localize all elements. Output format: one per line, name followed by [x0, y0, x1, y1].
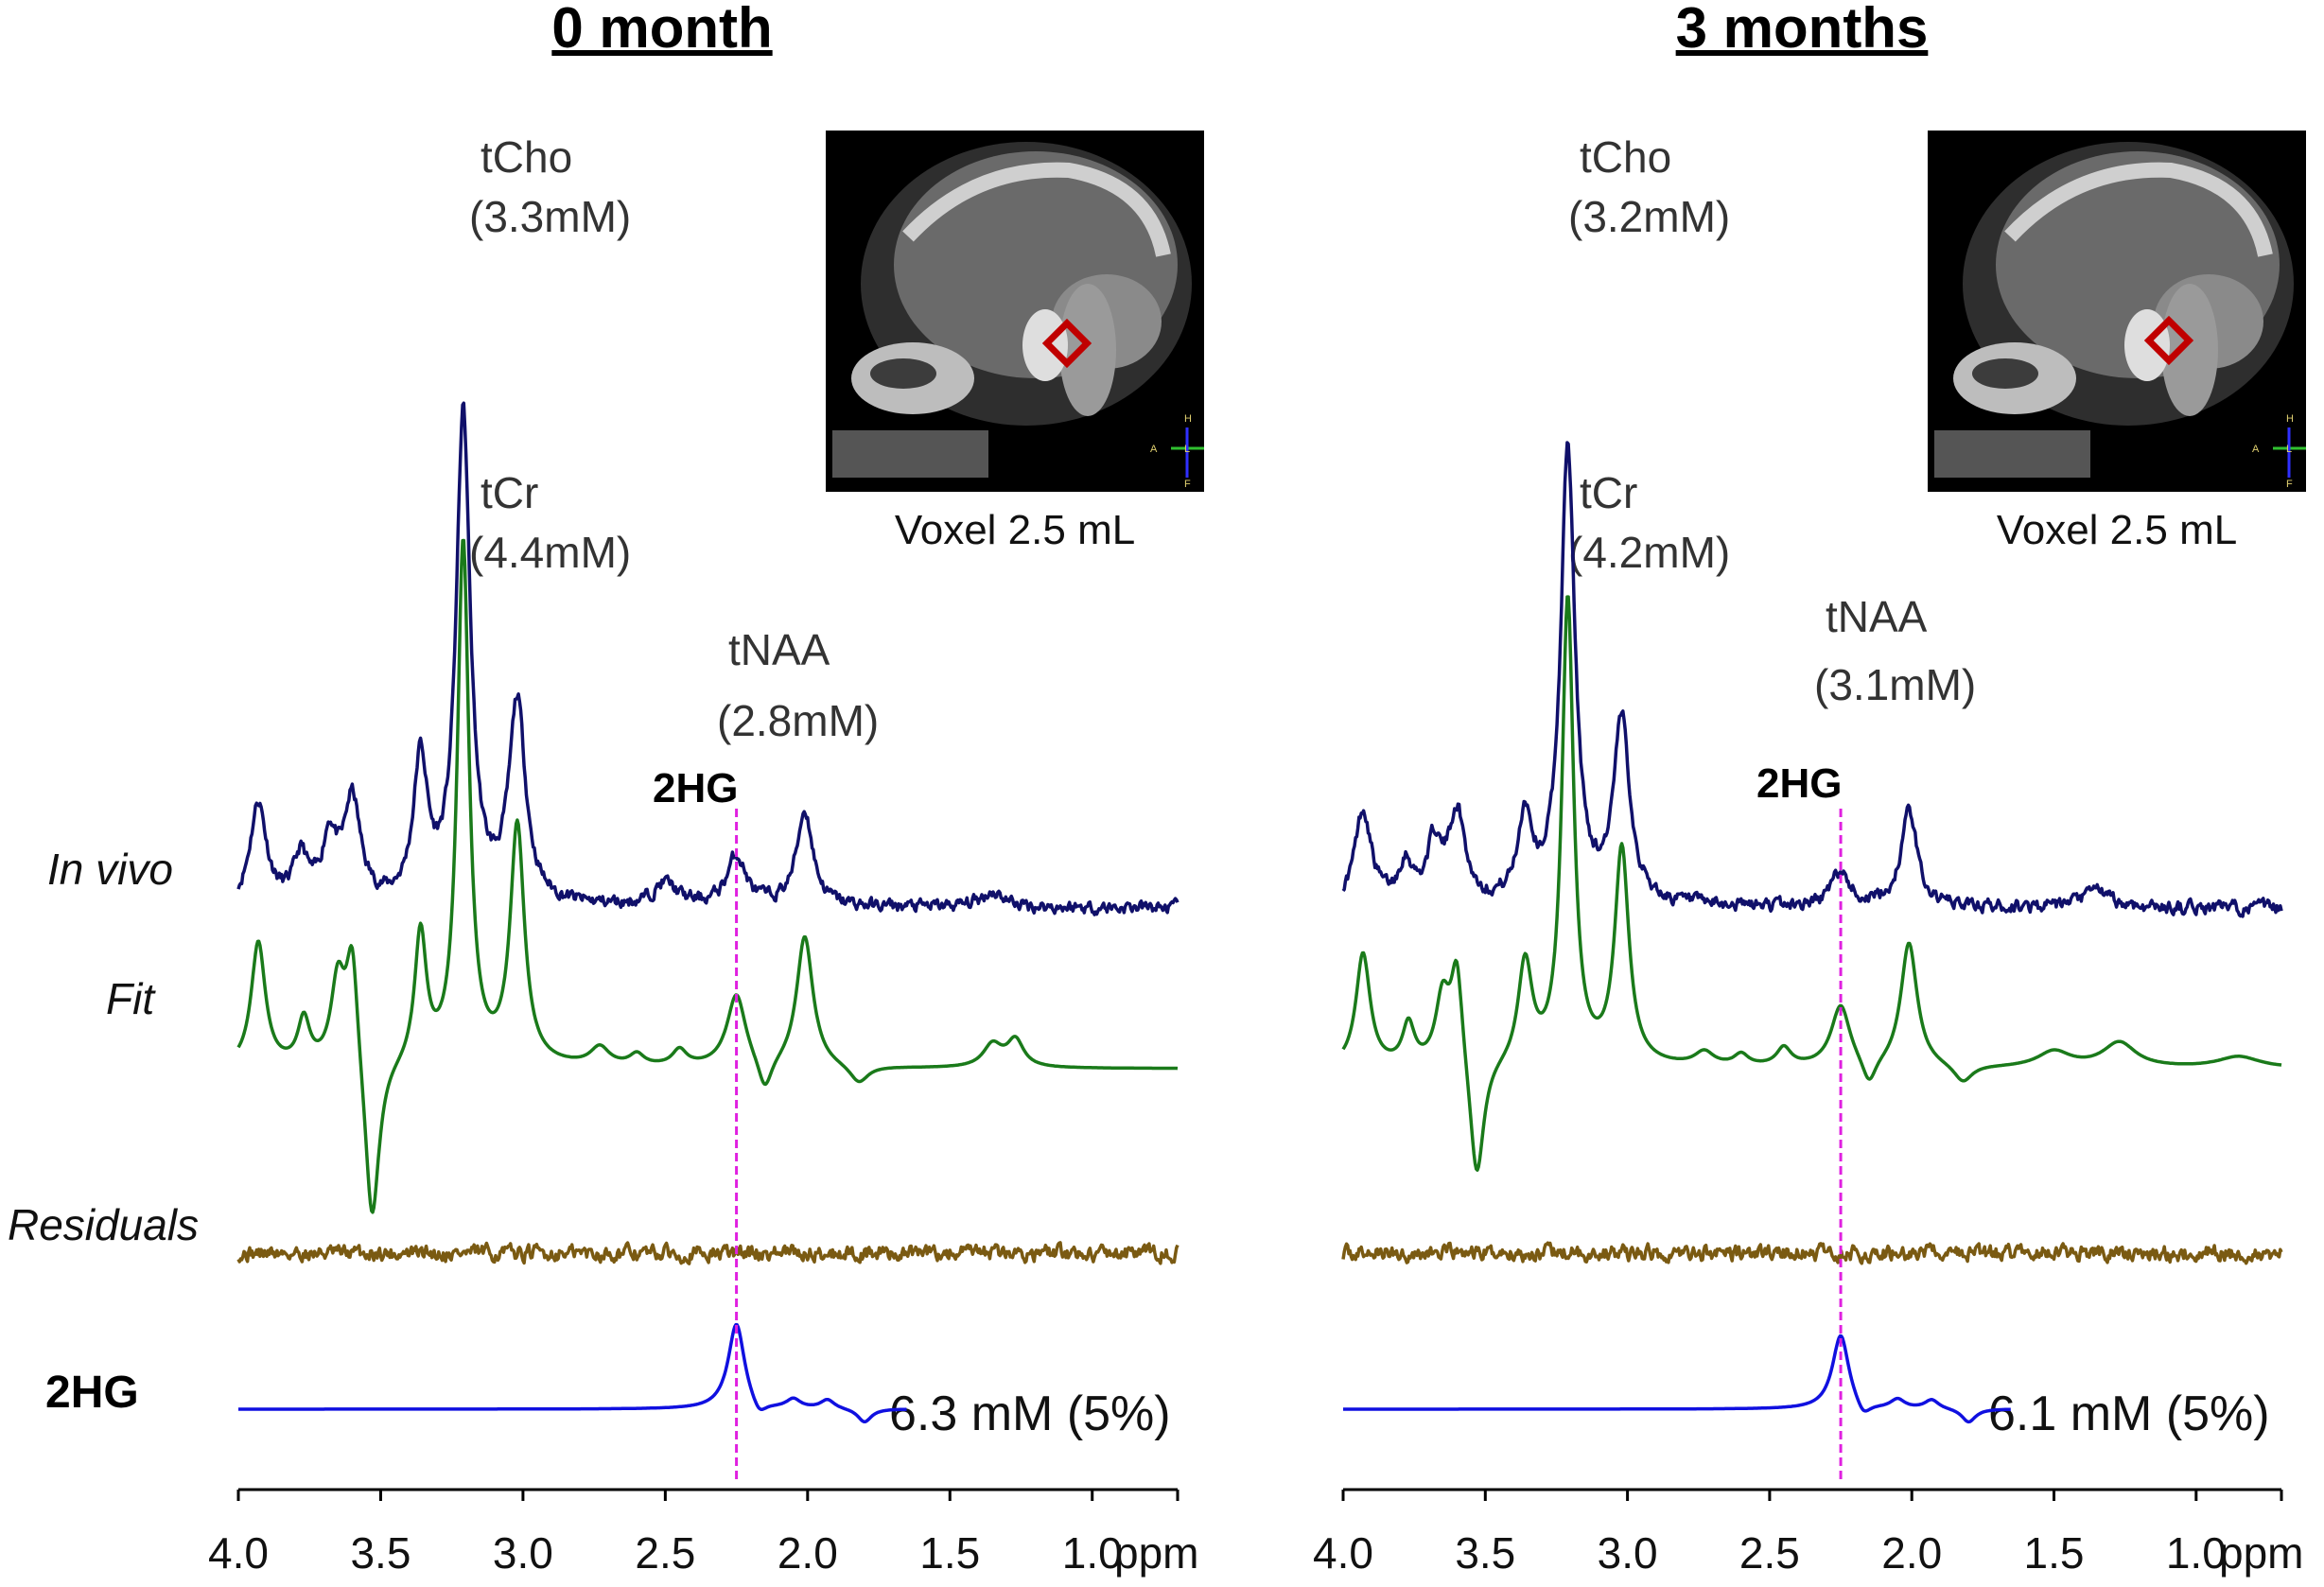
voxel-label: Voxel 2.5 mL: [1997, 507, 2237, 553]
x-tick-label: 2.5: [1739, 1528, 1800, 1578]
x-tick-label: 2.0: [778, 1528, 838, 1578]
peak-label-tcho: tCho: [1580, 132, 1671, 182]
row-label-in-vivo: In vivo: [47, 845, 173, 894]
x-axis-label: ppm: [1114, 1528, 1198, 1578]
x-tick-label: 1.5: [2024, 1528, 2085, 1578]
brain-scan-image: [1934, 142, 2294, 478]
orient-top: H: [1184, 413, 1192, 425]
orient-left: A: [2252, 444, 2260, 455]
peak-conc-tnaa: (3.1mM): [1814, 660, 1976, 709]
peak-label-tcho: tCho: [481, 132, 572, 182]
x-tick-label: 1.5: [919, 1528, 980, 1578]
spectrum-fit: [236, 538, 1179, 1214]
panel-title: 0 month: [551, 0, 772, 60]
x-tick-label: 3.5: [350, 1528, 411, 1578]
row-label-fit: Fit: [106, 974, 156, 1023]
mri-inset: H A L F Voxel 2.5 mL: [1928, 131, 2306, 553]
orient-top: H: [2286, 413, 2294, 425]
x-tick-label: 2.0: [1881, 1528, 1942, 1578]
x-tick-label: 3.5: [1455, 1528, 1515, 1578]
2hg-concentration: 6.3 mM (5%): [889, 1386, 1171, 1441]
orient-bottom: F: [2286, 479, 2293, 490]
spectrum-in-vivo: [1341, 441, 2283, 918]
orient-left: A: [1150, 444, 1158, 455]
peak-label-tcr: tCr: [1580, 468, 1637, 517]
spectrum-in-vivo: [236, 401, 1179, 916]
spectrum-fit: [1341, 595, 2282, 1172]
peak-conc-tcr: (4.4mM): [469, 528, 631, 577]
spectrum-residuals: [236, 1241, 1179, 1265]
voxel-roi-marker: [1041, 318, 1092, 369]
spectrum-2hg: [237, 1322, 908, 1424]
mri-inset: H A L F Voxel 2.5 mL: [826, 131, 1204, 553]
peak-label-2hg: 2HG: [1756, 760, 1842, 807]
panel-0-month: 0 month H A L F Voxel 2.5 mL: [208, 0, 1204, 1578]
spectrum-2hg: [1342, 1334, 2012, 1424]
peak-conc-tcr: (4.2mM): [1568, 528, 1730, 577]
x-tick-label: 1.0: [1062, 1528, 1123, 1578]
x-axis-ticks: 4.0 3.5 3.0 2.5 2.0 1.5 1.0: [208, 1490, 1179, 1578]
spectrum-residuals: [1341, 1241, 2283, 1265]
peak-label-tnaa: tNAA: [1826, 592, 1928, 641]
peak-conc-tnaa: (2.8mM): [717, 696, 879, 745]
x-axis-label: ppm: [2219, 1528, 2303, 1578]
peak-label-tnaa: tNAA: [728, 625, 830, 674]
voxel-roi-marker: [2143, 315, 2194, 366]
panel-title: 3 months: [1676, 0, 1929, 60]
orient-center: L: [1184, 444, 1190, 455]
brain-scan-image: [832, 142, 1192, 478]
peak-label-2hg: 2HG: [653, 765, 738, 811]
voxel-label: Voxel 2.5 mL: [895, 507, 1135, 553]
panel-3-months: 3 months H A L F Voxel 2.5 mL t: [1313, 0, 2306, 1578]
x-tick-label: 2.5: [635, 1528, 695, 1578]
x-tick-label: 3.0: [493, 1528, 553, 1578]
orient-center: L: [2286, 444, 2292, 455]
x-tick-label: 1.0: [2166, 1528, 2227, 1578]
x-tick-label: 4.0: [1313, 1528, 1373, 1578]
row-label-2hg: 2HG: [45, 1368, 139, 1418]
peak-conc-tcho: (3.2mM): [1568, 192, 1730, 241]
x-tick-label: 4.0: [208, 1528, 269, 1578]
row-label-residuals: Residuals: [8, 1200, 199, 1249]
peak-conc-tcho: (3.3mM): [469, 192, 631, 241]
x-tick-label: 3.0: [1598, 1528, 1658, 1578]
orient-bottom: F: [1184, 479, 1191, 490]
x-axis-ticks: 4.0 3.5 3.0 2.5 2.0 1.5 1.0: [1313, 1490, 2283, 1578]
2hg-concentration: 6.1 mM (5%): [1988, 1386, 2270, 1441]
peak-label-tcr: tCr: [481, 468, 538, 517]
